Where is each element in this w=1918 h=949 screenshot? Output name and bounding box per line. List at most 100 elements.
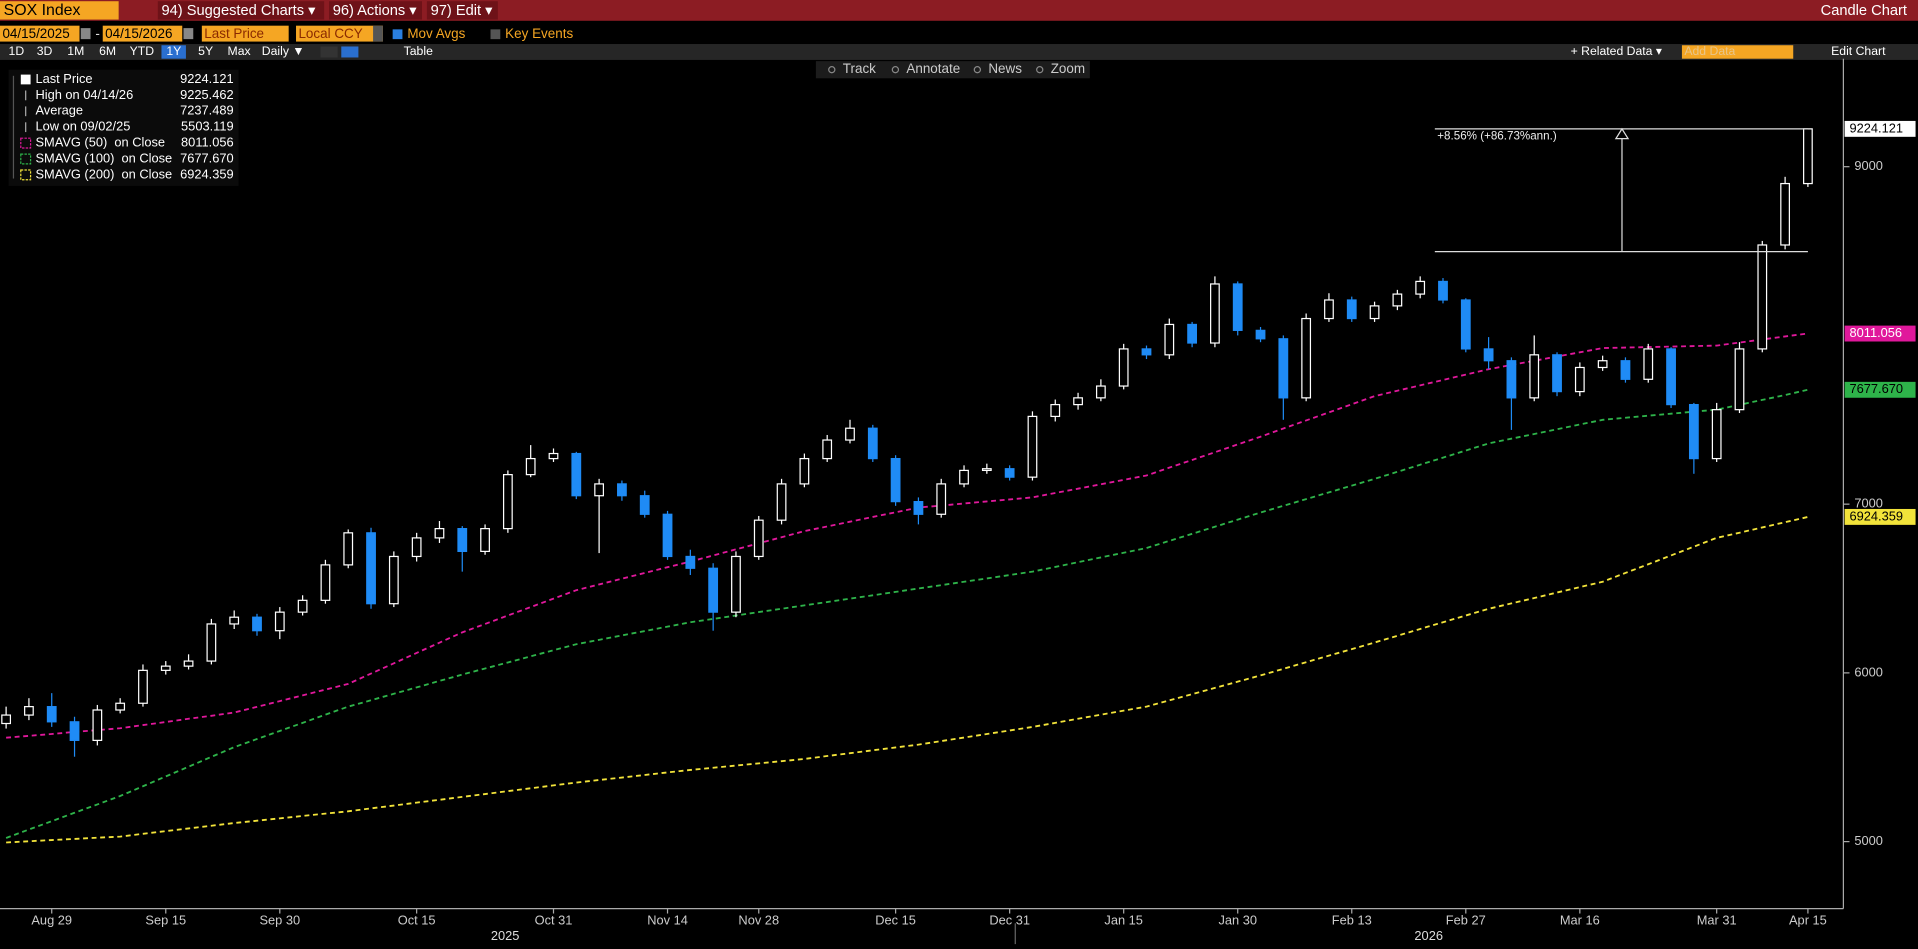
tool-button[interactable]: Zoom — [1051, 61, 1085, 76]
y-tick-label: 7000 — [1854, 496, 1883, 511]
menu-box[interactable] — [157, 1, 325, 20]
add-data-box[interactable] — [1681, 45, 1794, 59]
menu-box[interactable] — [426, 1, 498, 20]
arrow-head — [1614, 127, 1630, 140]
x-tick-label: Nov 28 — [738, 912, 779, 927]
field[interactable]: Last Price — [204, 26, 264, 41]
candle-body — [639, 495, 650, 515]
menu-box[interactable] — [329, 1, 423, 20]
menu[interactable]: 96) Actions ▾ — [333, 3, 418, 19]
candle-body — [183, 660, 194, 667]
period-button[interactable]: 6M — [99, 44, 116, 58]
period-button[interactable]: 1Y — [166, 44, 181, 58]
tool-icon[interactable] — [1036, 66, 1044, 74]
period-button[interactable]: 3D — [37, 44, 53, 58]
frequency[interactable]: Daily ▼ — [262, 44, 305, 58]
x-tick-label: Sep 15 — [145, 912, 186, 927]
candle-body — [1803, 128, 1813, 185]
candle-body — [1620, 360, 1631, 380]
period-button[interactable]: YTD — [130, 44, 155, 58]
value-tag-label: 7677.670 — [1850, 381, 1904, 396]
legend-value: 8011.056 — [181, 134, 234, 149]
currency-box[interactable] — [296, 25, 383, 42]
candle-body — [92, 709, 103, 741]
candle-body — [411, 537, 422, 558]
period-button[interactable]: Max — [228, 44, 251, 58]
checkbox[interactable] — [490, 29, 501, 40]
candle-body — [936, 483, 947, 515]
legend-value: 9224.121 — [180, 71, 234, 86]
candle-body — [138, 669, 148, 704]
period-selected[interactable] — [161, 45, 186, 59]
end-date-box[interactable] — [102, 25, 183, 42]
candle-body — [959, 469, 969, 485]
chart-type: Candle Chart — [1821, 3, 1907, 19]
candle-body — [1, 714, 12, 725]
legend-value: 6924.359 — [180, 166, 234, 181]
legend-label: SMAVG (200) on Close — [35, 166, 172, 181]
legend-swatch — [20, 153, 32, 165]
x-tick-label: Sep 30 — [259, 912, 300, 927]
line-icon[interactable] — [320, 46, 338, 58]
period-button[interactable]: 5Y — [198, 44, 213, 58]
currency[interactable]: Local CCY — [298, 26, 362, 41]
field-box[interactable] — [201, 25, 289, 42]
candle-body — [662, 513, 673, 558]
key-events[interactable]: Key Events — [505, 26, 573, 41]
candle-icon[interactable] — [341, 46, 359, 58]
candle-body — [1232, 283, 1243, 331]
tool-icon[interactable] — [828, 66, 836, 74]
table-button[interactable]: Table — [404, 44, 433, 58]
candle-body — [1734, 348, 1745, 411]
calendar-icon[interactable] — [183, 28, 194, 40]
candle-body — [1118, 348, 1129, 387]
legend-label: SMAVG (50) on Close — [35, 134, 165, 149]
menu[interactable]: 97) Edit ▾ — [431, 3, 494, 19]
candle-body — [1506, 360, 1517, 399]
add-data[interactable]: Add Data — [1684, 44, 1735, 58]
start-date-box[interactable] — [0, 25, 80, 42]
x-tick-label: Nov 14 — [647, 912, 688, 927]
tool-icon[interactable] — [891, 66, 900, 74]
candle-body — [617, 483, 627, 497]
period-button[interactable]: 1D — [9, 44, 25, 58]
candle-body — [480, 528, 490, 553]
legend-swatch — [20, 169, 32, 181]
candle-body — [708, 567, 719, 613]
value-tag — [1844, 508, 1916, 525]
related-data[interactable]: + Related Data ▾ — [1571, 44, 1662, 58]
start-date[interactable]: 04/15/2025 — [2, 26, 69, 41]
candle-body — [115, 702, 126, 711]
candle-body — [981, 468, 992, 472]
tool-button[interactable]: News — [988, 61, 1022, 76]
legend: Last Price 9224.121 High on 04/14/26 9225.4… — [12, 71, 234, 181]
candle-body — [913, 501, 924, 515]
value-tag-label: 8011.056 — [1850, 325, 1903, 340]
calendar-icon[interactable] — [80, 28, 91, 40]
legend-label: Last Price — [35, 71, 92, 86]
mov-avgs[interactable]: Mov Avgs — [407, 26, 465, 41]
candle-body — [1050, 403, 1061, 418]
candle-body — [1666, 348, 1676, 406]
candle-body — [1255, 329, 1266, 340]
end-date[interactable]: 04/15/2026 — [105, 26, 172, 41]
candle-body — [867, 427, 878, 460]
legend-value: 5503.119 — [181, 119, 234, 134]
y-tick-label: 6000 — [1854, 664, 1883, 679]
tool-icon[interactable] — [973, 66, 982, 74]
edit-chart[interactable]: Edit Chart — [1831, 44, 1886, 58]
dropdown[interactable] — [373, 25, 383, 42]
year-label: 2025 — [491, 928, 520, 943]
candle-body — [297, 599, 308, 613]
legend-label: Low on 09/02/25 — [35, 119, 130, 134]
candle-body — [1780, 182, 1790, 246]
security[interactable]: SOX Index — [4, 2, 81, 19]
checkbox-checked[interactable] — [392, 29, 403, 40]
tool-button[interactable]: Annotate — [906, 61, 960, 76]
security-box[interactable] — [0, 1, 119, 20]
menu[interactable]: 94) Suggested Charts ▾ — [161, 3, 316, 19]
period-button[interactable]: 1M — [67, 44, 84, 58]
tool-button[interactable]: Track — [843, 61, 876, 76]
